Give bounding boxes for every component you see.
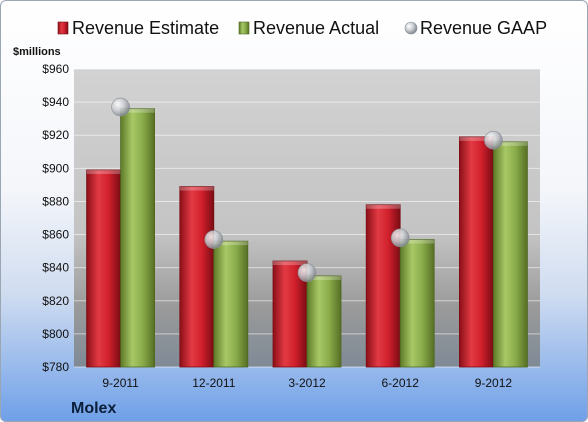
x-tick-label: 9-2011 [102,376,139,390]
bar-top-highlight [179,186,214,191]
legend-label: Revenue Estimate [72,18,219,38]
bar-revenue-actual [399,239,435,368]
gaap-markers [111,97,503,282]
bar-top-highlight [459,136,494,141]
bar-top-highlight [120,108,155,113]
x-tick-label: 3-2012 [288,376,326,390]
y-tick-label: $920 [42,128,69,142]
x-axis-ticks: 9-2011 12-2011 3-2012 6-2012 9-2012 [102,376,512,390]
bar-revenue-estimate [458,136,494,368]
bar-revenue-actual [120,108,155,368]
y-tick-label: $880 [42,194,69,208]
x-tick-label: 12-2011 [192,376,235,390]
y-tick-label: $960 [42,62,69,76]
y-tick-label: $840 [42,261,69,275]
marker-revenue-gaap [297,263,317,282]
y-tick-label: $800 [42,327,69,341]
legend-swatch-actual [238,21,250,35]
marker-revenue-gaap [111,97,130,117]
company-label: Molex [71,400,116,417]
y-tick-label: $780 [42,360,69,374]
legend-swatch-estimate [57,21,69,35]
bar-revenue-actual [492,141,528,368]
bar-revenue-estimate [365,204,401,368]
bar-top-highlight [213,241,248,246]
y-tick-label: $940 [42,95,69,109]
legend-label: Revenue Actual [253,18,379,38]
y-axis-ticks: $960 $940 $920 $900 $880 $860 $840 $820 $800 $780 [42,62,69,374]
x-tick-label: 6-2012 [382,376,420,390]
bar-top-highlight [273,261,307,266]
bar-top-highlight [400,239,435,244]
marker-revenue-gaap [484,130,503,150]
y-tick-label: $860 [42,228,69,242]
legend-swatch-gaap [404,21,418,35]
bar-revenue-estimate [179,186,215,368]
x-tick-label: 9-2012 [475,376,513,390]
legend-label: Revenue GAAP [420,18,547,38]
y-tick-label: $820 [42,294,69,308]
bar-top-highlight [307,275,341,280]
bar-top-highlight [493,141,528,146]
marker-revenue-gaap [204,230,224,249]
y-tick-label: $900 [42,161,69,175]
bar-top-highlight [366,204,401,209]
marker-revenue-gaap [390,228,410,248]
bar-revenue-actual [213,240,249,368]
bar-revenue-estimate [86,169,121,368]
bar-revenue-actual [306,275,342,368]
y-axis-unit-label: $millions [13,46,61,58]
legend: Revenue Estimate Revenue Actual Revenue GA… [57,18,547,38]
bar-top-highlight [86,169,121,174]
